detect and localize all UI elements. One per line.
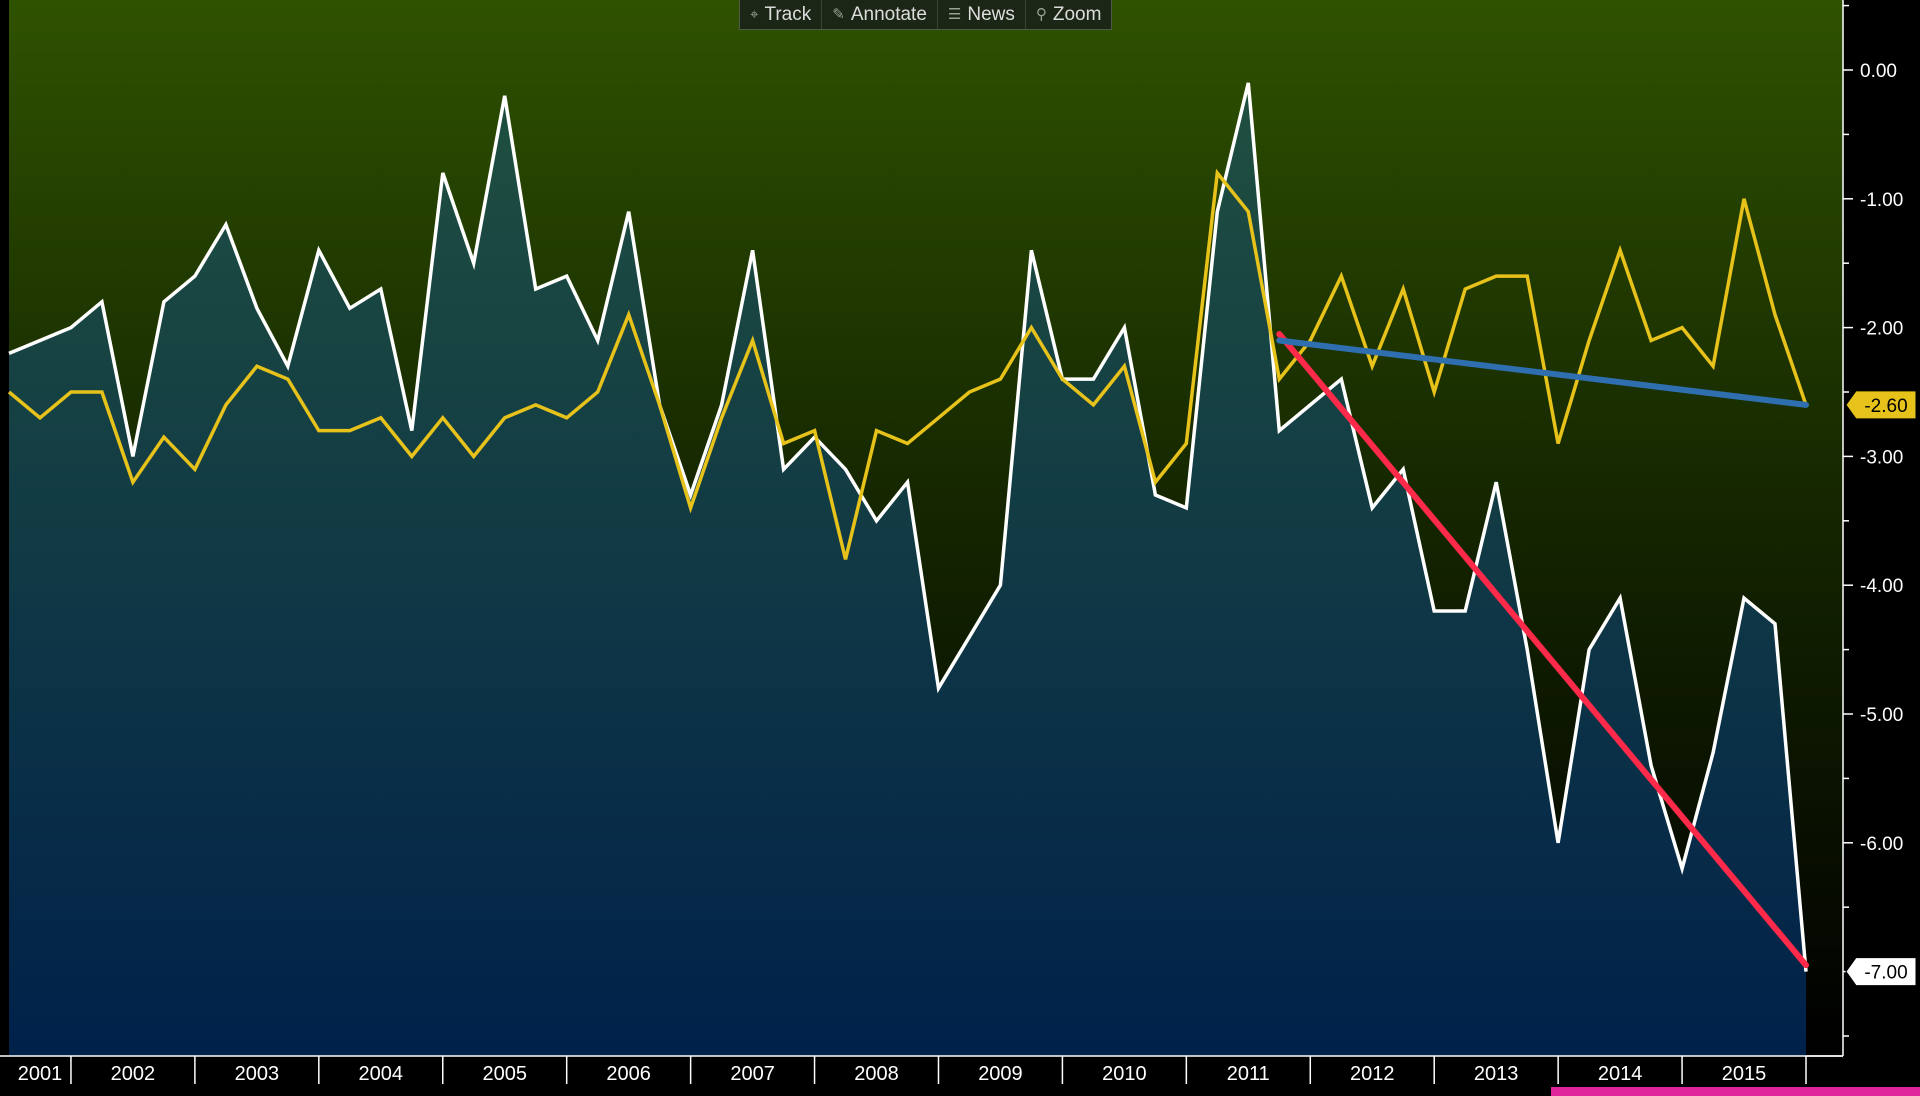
- x-tick-label: 2011: [1227, 1063, 1270, 1085]
- pencil-icon: ✎: [832, 6, 845, 23]
- y-tick-label: 0.00: [1860, 61, 1897, 82]
- series-1-area: [9, 82, 1806, 1056]
- x-tick-label: 2012: [1350, 1063, 1395, 1085]
- x-tick-label: 2004: [359, 1063, 404, 1085]
- news-button[interactable]: ☰ News: [938, 0, 1026, 29]
- x-tick-label: 2001: [18, 1063, 63, 1085]
- chart-toolbar: ⌖ Track ✎ Annotate ☰ News ⚲ Zoom: [739, 0, 1113, 30]
- trend-line-2: [1276, 337, 1809, 408]
- series-1-line: [8, 82, 1808, 972]
- series-1-value-tag: [1845, 957, 1917, 987]
- x-tick-label: 2003: [235, 1063, 280, 1085]
- y-tick-label: -1.00: [1860, 190, 1903, 211]
- series-2-value-label: -2.60: [1864, 396, 1907, 417]
- x-tick-label: 2009: [978, 1063, 1023, 1085]
- annotate-label: Annotate: [850, 3, 927, 25]
- x-tick-label: 2007: [730, 1063, 775, 1085]
- y-tick-label: -3.00: [1860, 447, 1903, 468]
- x-tick-label: 2002: [111, 1063, 156, 1085]
- series-2-value-tag: [1845, 390, 1917, 420]
- x-tick-label: 2010: [1102, 1063, 1147, 1085]
- highlight-bar: [1551, 1087, 1920, 1096]
- x-tick-label: 2005: [482, 1063, 527, 1085]
- y-tick-label: -5.00: [1860, 705, 1903, 726]
- news-icon: ☰: [947, 6, 962, 23]
- x-tick-label: 2013: [1474, 1063, 1519, 1085]
- y-tick-label: -4.00: [1860, 576, 1903, 597]
- crosshair-icon: ⌖: [750, 6, 759, 23]
- x-tick-label: 2008: [854, 1063, 899, 1085]
- magnifier-icon: ⚲: [1035, 6, 1047, 23]
- y-tick-label: -6.00: [1860, 834, 1903, 855]
- zoom-label: Zoom: [1052, 3, 1102, 25]
- x-tick-label: 2014: [1598, 1063, 1643, 1085]
- x-tick-label: 2015: [1722, 1063, 1767, 1085]
- y-tick-label: -2.00: [1860, 319, 1903, 340]
- series-1-value-label: -7.00: [1864, 963, 1907, 984]
- zoom-button[interactable]: ⚲ Zoom: [1026, 0, 1112, 29]
- x-tick-label: 2006: [606, 1063, 651, 1085]
- annotate-button[interactable]: ✎ Annotate: [822, 0, 938, 29]
- trend-line-1: [1276, 331, 1809, 969]
- series-2-line: [7, 168, 1808, 560]
- track-button[interactable]: ⌖ Track: [740, 0, 823, 29]
- track-label: Track: [764, 3, 812, 25]
- news-label: News: [967, 3, 1015, 25]
